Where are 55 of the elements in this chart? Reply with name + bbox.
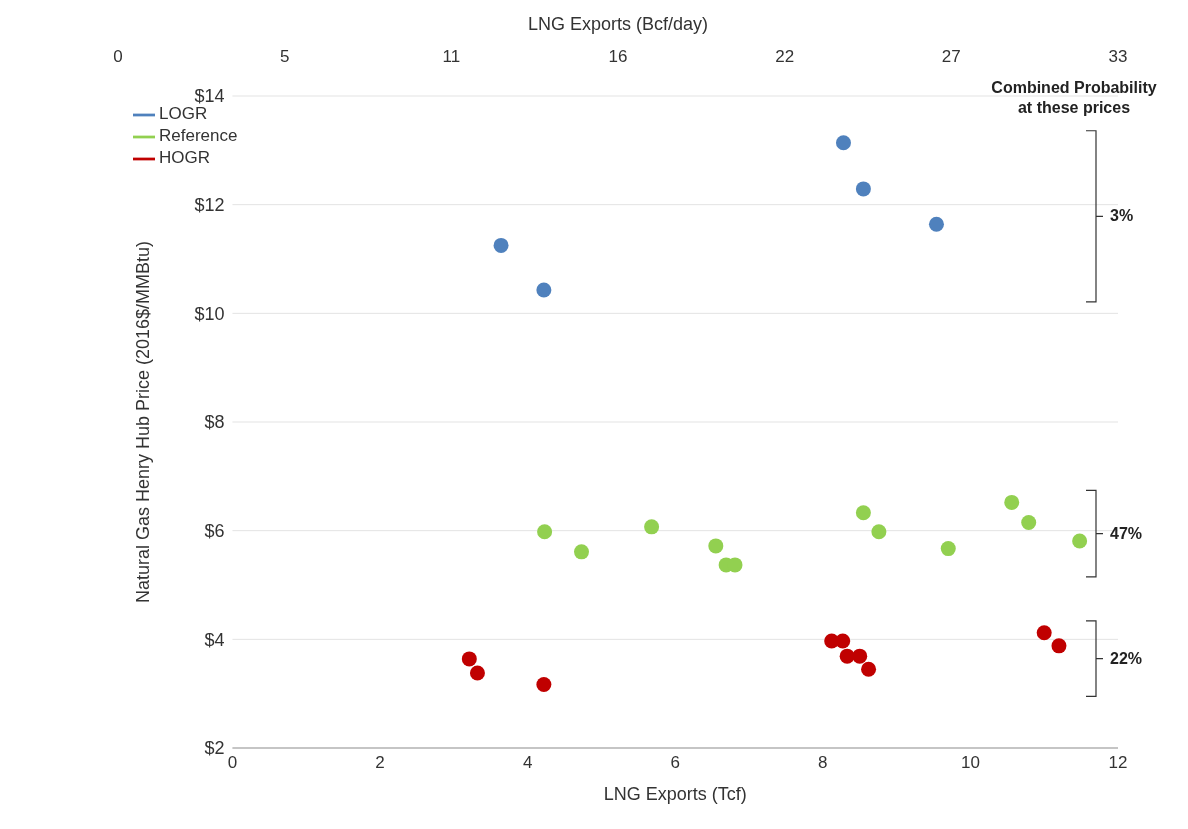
y-tick-label: $12 (194, 195, 225, 216)
point (861, 661, 877, 677)
point (1036, 625, 1052, 641)
x-tick-label: 0 (227, 753, 238, 773)
x2-tick-label: 27 (941, 47, 961, 66)
point (537, 524, 553, 540)
x-tick-label: 8 (818, 753, 828, 773)
y-axis-title: Natural Gas Henry Hub Price (2016$/MMBtu) (132, 240, 153, 604)
point (1072, 533, 1088, 549)
point (1004, 494, 1020, 510)
point (940, 541, 956, 557)
point (852, 648, 868, 664)
x-tick-label: 4 (522, 753, 533, 773)
point (855, 181, 871, 197)
y-tick-label: $2 (204, 738, 225, 759)
y-tick-label: $14 (194, 86, 225, 107)
annotation: Combined Probability at these prices (990, 78, 1158, 118)
point (855, 505, 871, 521)
x-axis-title: LNG Exports (Tcf) (603, 784, 747, 804)
point (708, 538, 724, 554)
point (871, 524, 887, 540)
x-tick-label: 6 (670, 753, 680, 773)
point (461, 651, 477, 667)
x2-tick-label: 11 (442, 47, 461, 66)
x-tick-label: 2 (375, 753, 385, 773)
point (574, 544, 589, 560)
y-tick-label: $6 (204, 521, 225, 542)
y-tick-label: $8 (204, 412, 225, 433)
annotation: 47% (1110, 524, 1143, 542)
x2-axis-title: LNG Exports (Bcf/day) (527, 14, 709, 34)
x-tick-label: 12 (1108, 753, 1128, 773)
point (835, 135, 851, 151)
x2-tick-label: 16 (608, 47, 628, 66)
x2-tick-label: 5 (279, 47, 290, 66)
x2-tick-label: 33 (1108, 47, 1128, 66)
point (839, 648, 855, 664)
legend-label: LOGR (159, 104, 208, 124)
annotation: 3% (1110, 207, 1134, 225)
x2-tick-label: 22 (775, 47, 795, 66)
point (1021, 515, 1037, 531)
point (928, 216, 944, 232)
annotation: 22% (1110, 649, 1143, 667)
legend-label: HOGR (159, 148, 210, 168)
point (536, 282, 552, 298)
y-tick-label: $10 (194, 303, 225, 324)
legend-label: Reference (159, 126, 238, 146)
y-tick-label: $4 (204, 629, 225, 650)
point (1051, 638, 1067, 654)
x-tick-label: 10 (960, 753, 980, 773)
point (644, 519, 660, 535)
x2-tick-label: 0 (113, 47, 123, 66)
point (536, 676, 552, 692)
point (469, 665, 485, 681)
point (835, 633, 851, 649)
point (493, 237, 509, 253)
